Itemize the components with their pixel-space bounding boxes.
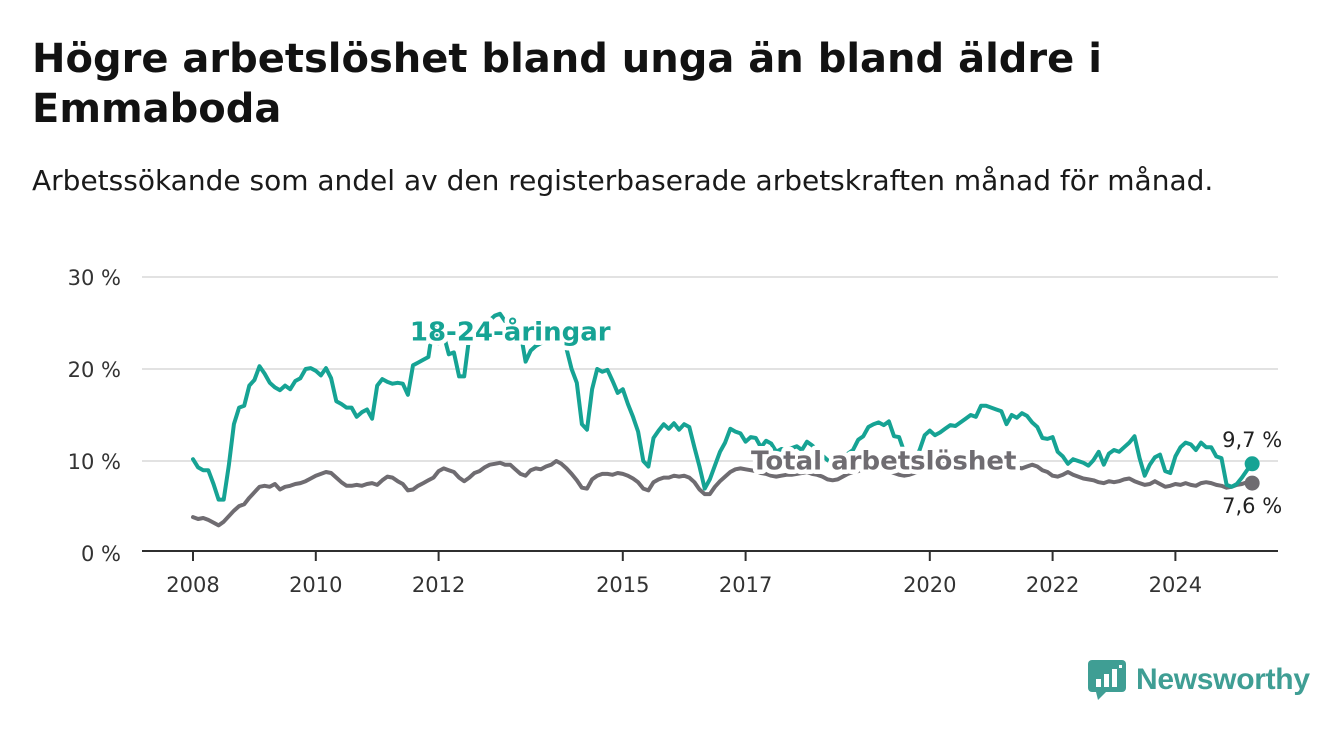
- x-tick-label: 2024: [1149, 573, 1202, 597]
- series-label: Total arbetslöshet: [751, 446, 1016, 476]
- x-tick-label: 2012: [412, 573, 465, 597]
- x-tick-label: 2022: [1026, 573, 1079, 597]
- y-axis-labels: 0 % 10 % 20 % 30 %: [68, 266, 121, 566]
- series-label-halo: Total arbetslöshet: [751, 446, 1016, 476]
- x-tick-label: 2008: [166, 573, 219, 597]
- end-value-label: 9,7 %: [1222, 428, 1282, 452]
- y-tick-label: 10 %: [68, 450, 121, 474]
- x-tick-label: 2015: [596, 573, 649, 597]
- x-tick-label: 2017: [719, 573, 772, 597]
- end-markers: 9,7 % 7,6 %: [1222, 428, 1282, 518]
- end-value-label: 7,6 %: [1222, 494, 1282, 518]
- end-point-marker: [1244, 456, 1260, 472]
- chart-subtitle: Arbetssökande som andel av den registerb…: [32, 164, 1214, 197]
- x-tick-label: 2010: [289, 573, 342, 597]
- series-lines: [191, 311, 1255, 528]
- y-tick-label: 20 %: [68, 358, 121, 382]
- brand-name: Newsworthy: [1136, 663, 1310, 696]
- y-tick-label: 30 %: [68, 266, 121, 290]
- series-label: 18-24-åringar: [410, 315, 611, 347]
- series-line: [191, 311, 1255, 502]
- newsworthy-brand: Newsworthy: [1088, 660, 1310, 700]
- y-grid: [142, 276, 1278, 462]
- series-label-halo: 18-24-åringar: [410, 315, 611, 347]
- y-tick-label: 0 %: [81, 542, 121, 566]
- end-point-marker: [1244, 475, 1260, 491]
- newsworthy-logo-icon: [1088, 660, 1126, 700]
- x-axis-ticks: 2008 2010 2012 2015 2017 2020 2022 2024: [166, 551, 1202, 597]
- series-line: [191, 458, 1255, 528]
- x-tick-label: 2020: [903, 573, 956, 597]
- chart-title: Högre arbetslöshet bland unga än bland ä…: [32, 36, 1102, 132]
